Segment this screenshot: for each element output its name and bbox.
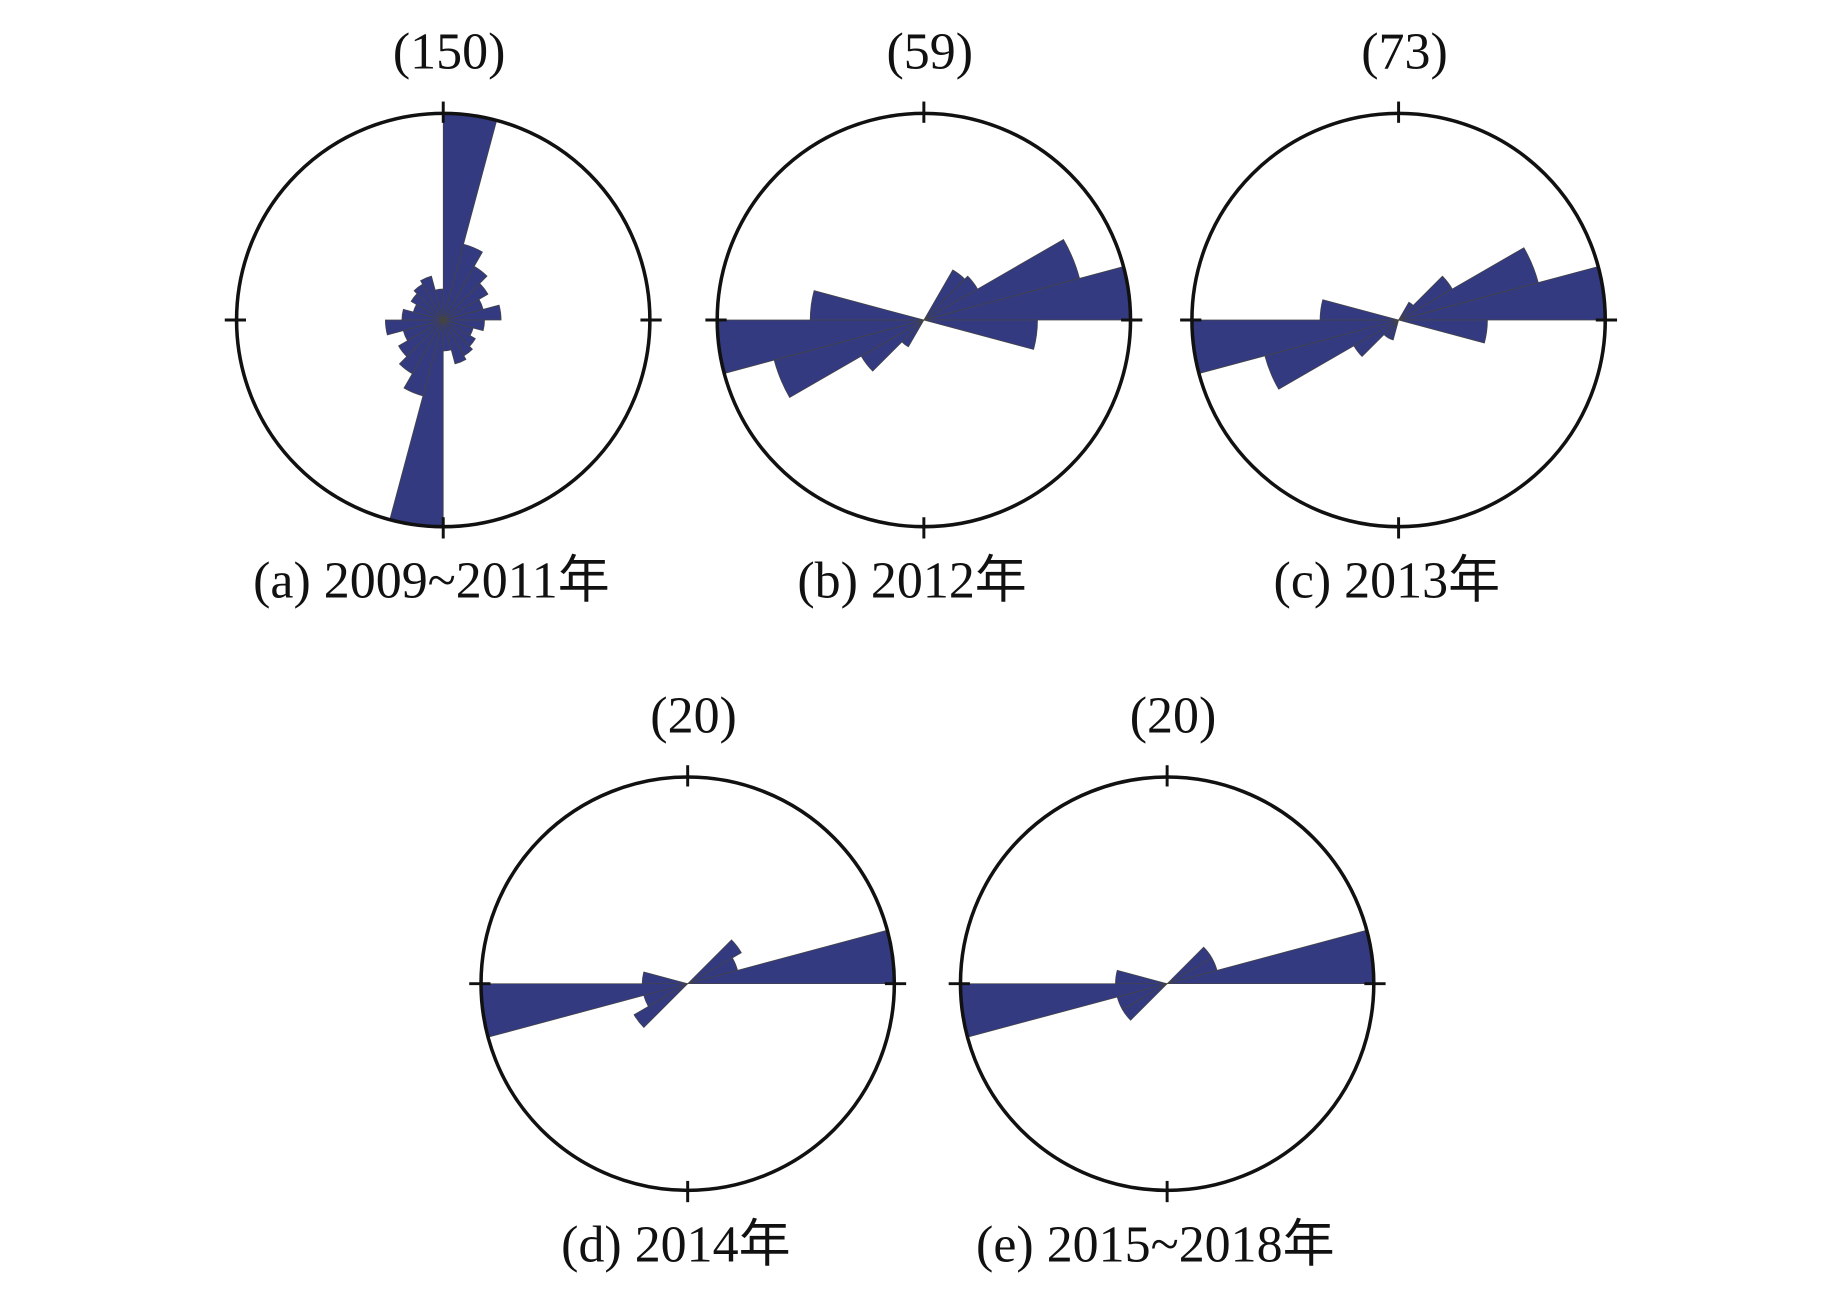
petal xyxy=(442,243,483,321)
caption: (e) 2015~2018年 xyxy=(976,1216,1335,1273)
petal xyxy=(1319,299,1399,321)
petal xyxy=(633,983,688,1029)
title: (20) xyxy=(1130,687,1217,744)
petal xyxy=(1398,319,1488,344)
petal xyxy=(809,290,924,321)
petal xyxy=(923,319,1038,350)
petal xyxy=(442,319,467,365)
petal xyxy=(1115,969,1168,985)
caption: (a) 2009~2011年 xyxy=(253,553,610,610)
petal xyxy=(385,319,444,336)
petal xyxy=(434,288,444,321)
title: (73) xyxy=(1361,24,1448,81)
petal xyxy=(442,265,488,321)
caption: (c) 2013年 xyxy=(1274,553,1501,610)
petal xyxy=(443,304,502,321)
petal xyxy=(442,282,489,321)
title: (59) xyxy=(886,24,973,81)
petal xyxy=(403,319,444,397)
petal xyxy=(641,971,688,985)
petal xyxy=(420,275,444,321)
title: (20) xyxy=(650,687,737,744)
petal xyxy=(687,939,742,985)
caption: (d) 2014年 xyxy=(561,1216,790,1273)
caption: (b) 2012年 xyxy=(797,553,1026,610)
petal xyxy=(398,319,444,358)
petal xyxy=(398,319,444,375)
title: (150) xyxy=(393,24,506,81)
